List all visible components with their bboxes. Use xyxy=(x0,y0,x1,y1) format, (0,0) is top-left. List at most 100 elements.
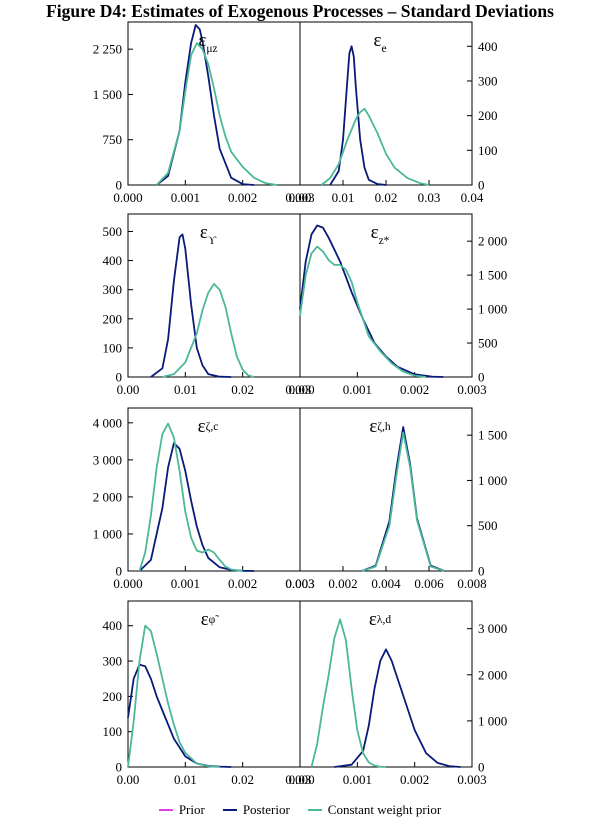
panel-6-xtick-label-0: 0.003 xyxy=(285,576,314,591)
panel-5-xtick-label-0: 0.000 xyxy=(113,576,142,591)
legend-label-prior: Prior xyxy=(178,802,205,817)
legend-item-posterior: Posterior xyxy=(222,802,290,818)
panel-6-ytick-label-1: 500 xyxy=(478,518,498,533)
panel-1-series-constant-weight-prior xyxy=(156,42,278,186)
panel-4-label: εz* xyxy=(371,222,390,247)
panel-2-ytick-label-1: 100 xyxy=(478,143,498,158)
panel-4-frame xyxy=(299,213,473,378)
panel-3-xtick-label-3: 0.03 xyxy=(289,382,312,397)
panel-5-ytick-label-4: 4 000 xyxy=(93,415,122,430)
panel-2-series-posterior xyxy=(329,45,387,186)
panel-7-ytick-label-3: 300 xyxy=(103,654,123,669)
panel-6-xtick-label-1: 0.002 xyxy=(328,576,357,591)
panel-6-xtick-label-3: 0.006 xyxy=(414,576,444,591)
panel-1-label-subscript: μz xyxy=(206,43,217,55)
panel-6-label-symbol: ε xyxy=(369,416,377,437)
panel-1-xtick-label-1: 0.001 xyxy=(171,190,200,205)
panel-5-xtick-label-2: 0.002 xyxy=(228,576,257,591)
panel-7-xtick-label-0: 0.00 xyxy=(117,772,140,787)
panel-6-ytick-label-0: 0 xyxy=(478,564,485,579)
panel-6-xtick-label-4: 0.008 xyxy=(457,576,486,591)
panel-7-series-posterior xyxy=(127,663,232,768)
panel-1-xtick-label-0: 0.000 xyxy=(113,190,142,205)
panel-5-xtick-label-3: 0.003 xyxy=(285,576,314,591)
panel-6-xtick-label-2: 0.004 xyxy=(371,576,401,591)
panel-8-label-subscript: λ,d xyxy=(377,614,391,626)
panel-3-series-posterior xyxy=(150,233,232,378)
panel-7-xtick-label-1: 0.01 xyxy=(174,772,197,787)
panel-7-ytick-label-4: 400 xyxy=(103,618,123,633)
panel-4-ytick-label-3: 1 500 xyxy=(478,268,507,283)
panel-4-label-symbol: ε xyxy=(371,222,379,243)
panel-5-ytick-label-3: 3 000 xyxy=(93,452,122,467)
panel-6-ytick-label-3: 1 500 xyxy=(478,428,507,443)
panel-2-xtick-label-4: 0.04 xyxy=(461,190,484,205)
panel-2-label-symbol: ε xyxy=(373,30,381,51)
panel-7-label: εφ̃ xyxy=(201,609,220,630)
panel-4-ytick-label-2: 1 000 xyxy=(478,302,507,317)
panel-1-xtick-label-2: 0.002 xyxy=(228,190,257,205)
panel-1-ytick-label-0: 0 xyxy=(116,178,123,193)
panel-8-ytick-label-0: 0 xyxy=(478,760,485,775)
panel-5-ytick-label-2: 2 000 xyxy=(93,489,122,504)
panel-3-xtick-label-2: 0.02 xyxy=(231,382,254,397)
panel-5-label-subscript: ζ,c xyxy=(206,421,219,433)
panel-6-label-subscript: ζ,h xyxy=(377,421,391,433)
panel-2-label: εe xyxy=(373,30,386,55)
panel-6-ytick-label-2: 1 000 xyxy=(478,473,507,488)
legend-swatch-posterior xyxy=(222,809,237,811)
panel-8-xtick-label-3: 0.003 xyxy=(457,772,486,787)
panel-1-ytick-label-2: 1 500 xyxy=(93,87,122,102)
panel-4-label-subscript: z* xyxy=(379,235,390,247)
panel-3-ytick-label-4: 400 xyxy=(103,253,123,268)
panel-8-series-constant-weight-prior xyxy=(310,618,387,768)
panel-4-xtick-label-1: 0.001 xyxy=(343,382,372,397)
panel-1-ytick-label-3: 2 250 xyxy=(93,42,122,57)
panel-2-series-constant-weight-prior xyxy=(320,107,430,186)
panel-1-ytick-label-1: 750 xyxy=(103,132,123,147)
panel-3-ytick-label-1: 100 xyxy=(103,340,123,355)
panel-7-label-subscript: φ̃ xyxy=(209,614,220,626)
panel-7-series-constant-weight-prior xyxy=(127,624,220,768)
panel-1-label-symbol: ε xyxy=(198,30,206,51)
panel-8-label-symbol: ε xyxy=(369,609,377,630)
panel-4-series-posterior xyxy=(299,224,444,378)
panel-5-ytick-label-1: 1 000 xyxy=(93,526,122,541)
panel-8-xtick-label-1: 0.001 xyxy=(343,772,372,787)
panel-3-series-constant-weight-prior xyxy=(162,282,255,378)
panel-3-label: εϒ xyxy=(200,222,217,247)
panel-6-label: εζ,h xyxy=(369,416,391,437)
legend-label-constant-weight-prior: Constant weight prior xyxy=(327,802,442,817)
panel-5-label: εζ,c xyxy=(198,416,219,437)
panel-5-ytick-label-0: 0 xyxy=(116,564,123,579)
legend-item-prior: Prior xyxy=(158,802,205,818)
panel-3-xtick-label-1: 0.01 xyxy=(174,382,197,397)
panel-5-label-symbol: ε xyxy=(198,416,206,437)
panel-6-series-posterior xyxy=(361,426,445,572)
panel-1-label: εμz xyxy=(198,30,217,55)
panel-5-series-posterior xyxy=(138,442,255,572)
panel-8-ytick-label-2: 2 000 xyxy=(478,667,507,682)
panel-6-series-constant-weight-prior xyxy=(361,431,445,572)
panel-2-ytick-label-2: 200 xyxy=(478,108,498,123)
panel-3-ytick-label-5: 500 xyxy=(103,224,123,239)
panel-2-ytick-label-4: 400 xyxy=(478,39,498,54)
panel-4-ytick-label-0: 0 xyxy=(478,370,485,385)
panel-2-label-subscript: e xyxy=(381,43,386,55)
panel-4-ytick-label-4: 2 000 xyxy=(478,234,507,249)
panel-2-xtick-label-3: 0.03 xyxy=(418,190,441,205)
panel-7-xtick-label-3: 0.03 xyxy=(289,772,312,787)
panel-4-ytick-label-1: 500 xyxy=(478,336,498,351)
panel-8-label: ελ,d xyxy=(369,609,391,630)
panel-4-xtick-label-3: 0.003 xyxy=(457,382,486,397)
panel-3-ytick-label-0: 0 xyxy=(116,370,123,385)
legend-item-constant-weight-prior: Constant weight prior xyxy=(307,802,442,818)
panel-3-xtick-label-0: 0.00 xyxy=(117,382,140,397)
panel-4-series-constant-weight-prior xyxy=(299,245,427,378)
panel-7-ytick-label-1: 100 xyxy=(103,724,123,739)
panel-2-ytick-label-0: 0 xyxy=(478,178,485,193)
panel-8-ytick-label-3: 3 000 xyxy=(478,621,507,636)
legend-swatch-constant-weight-prior xyxy=(307,809,322,811)
panel-8-xtick-label-0: 0.000 xyxy=(285,772,314,787)
